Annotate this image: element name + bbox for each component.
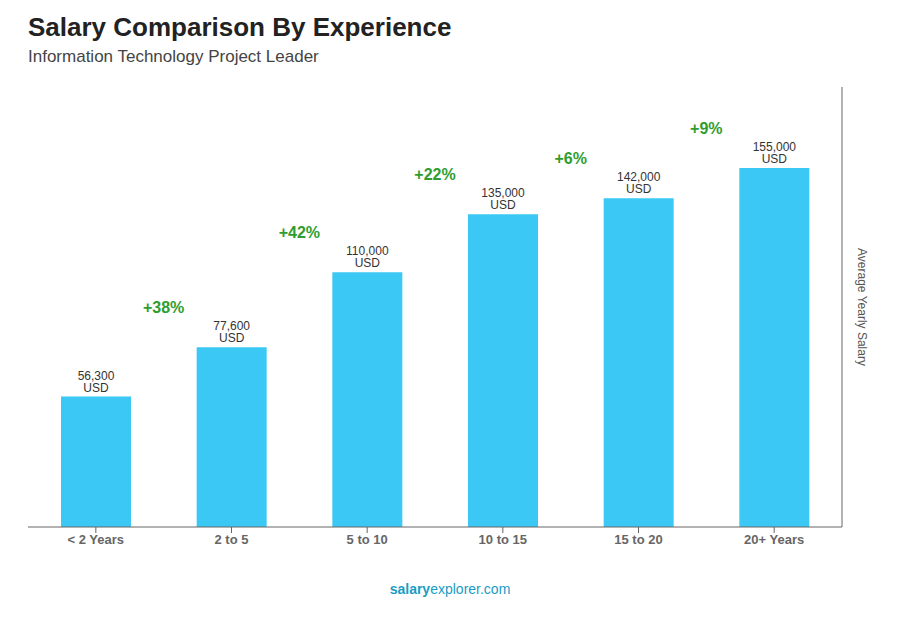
html-text:Salary Comparison By Experienc: Salary Comparison By Experience <box>28 12 452 42</box>
svg-text:+38%: +38% <box>143 299 184 316</box>
svg-text:56,300USD: 56,300USD <box>78 369 115 395</box>
svg-text:110,000USD: 110,000USD <box>346 244 389 270</box>
svg-text:20+ Years: 20+ Years <box>744 532 804 547</box>
svg-text:15 to 20: 15 to 20 <box>614 532 662 547</box>
svg-text:142,000USD: 142,000USD <box>617 170 661 196</box>
svg-text:2 to 5: 2 to 5 <box>215 532 249 547</box>
svg-text:< 2 Years: < 2 Years <box>68 532 125 547</box>
html-text:salary explorer.com: salary explorer.com <box>389 581 511 597</box>
svg-text:155,000USD: 155,000USD <box>753 140 797 166</box>
svg-text:10 to 15: 10 to 15 <box>479 532 527 547</box>
html-text:Information Technology Project: Information Technology Project Leader <box>28 47 319 66</box>
svg-text:5 to 10: 5 to 10 <box>347 532 388 547</box>
svg-text:135,000USD: 135,000USD <box>481 186 525 212</box>
svg-text:+9%: +9% <box>690 120 722 137</box>
svg-text:+22%: +22% <box>414 166 455 183</box>
svg-text:+6%: +6% <box>554 150 586 167</box>
svg-text:Average Yearly Salary: Average Yearly Salary <box>855 248 869 366</box>
svg-text:+42%: +42% <box>279 224 320 241</box>
svg-text:77,600USD: 77,600USD <box>213 319 250 345</box>
